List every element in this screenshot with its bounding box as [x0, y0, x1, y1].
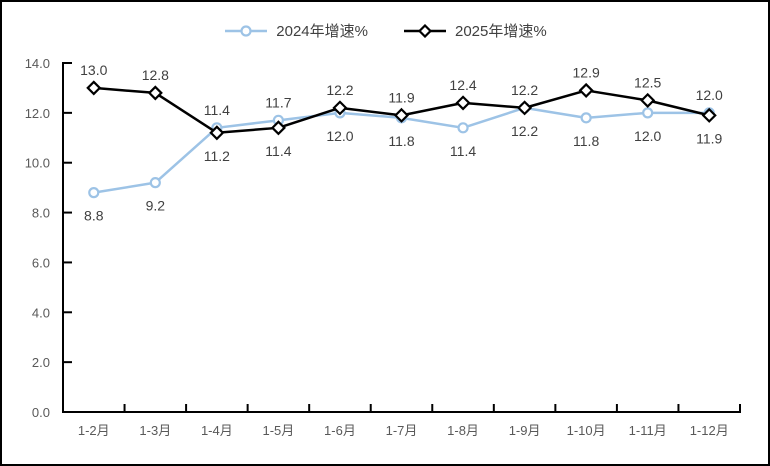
x-axis-category-label: 1-9月 — [509, 423, 541, 438]
data-point-marker-diamond — [701, 107, 717, 123]
y-axis-tick-label: 14.0 — [25, 56, 50, 71]
y-axis-tick-label: 4.0 — [32, 305, 50, 320]
legend-label-2025: 2025年增速% — [455, 23, 547, 40]
data-point-marker-diamond — [393, 107, 410, 123]
y-axis-tick-label: 10.0 — [25, 156, 50, 171]
x-axis-category-label: 1-6月 — [324, 423, 356, 438]
x-axis-category-label: 1-11月 — [629, 423, 667, 438]
data-label: 9.2 — [146, 198, 166, 214]
y-axis-tick-label: 0.0 — [32, 405, 50, 420]
x-axis-category-label: 1-10月 — [567, 423, 606, 438]
data-label: 12.0 — [696, 87, 723, 103]
data-point-marker-circle — [580, 112, 592, 124]
data-point-marker-diamond — [209, 125, 225, 141]
data-point-marker-diamond — [332, 100, 348, 116]
data-label: 12.5 — [634, 74, 661, 90]
data-label: 11.4 — [265, 143, 291, 159]
x-axis-category-label: 1-2月 — [78, 423, 110, 438]
data-point-marker-circle — [642, 107, 654, 119]
legend-label-2024: 2024年增速% — [276, 23, 368, 40]
data-label: 11.8 — [573, 133, 599, 149]
data-label: 12.2 — [326, 82, 353, 98]
data-label: 11.4 — [450, 143, 476, 159]
x-axis-category-label: 1-5月 — [263, 423, 295, 438]
data-label: 12.9 — [573, 64, 600, 80]
y-axis-tick-label: 8.0 — [32, 206, 50, 221]
data-label: 11.8 — [388, 133, 414, 149]
data-label: 11.9 — [696, 130, 722, 146]
y-axis-tick-label: 12.0 — [25, 106, 50, 121]
data-label: 12.0 — [634, 128, 661, 144]
legend-line-circle-icon — [225, 24, 268, 37]
data-point-marker-circle — [457, 122, 469, 134]
data-point-marker-diamond — [270, 120, 286, 136]
x-axis-category-label: 1-12月 — [690, 423, 729, 438]
data-label: 12.2 — [511, 123, 538, 139]
x-axis-category-label: 1-8月 — [447, 423, 479, 438]
data-point-marker-diamond — [86, 80, 102, 96]
data-point-marker-circle — [149, 177, 161, 189]
x-axis-category-label: 1-7月 — [386, 423, 418, 438]
data-label: 11.9 — [388, 89, 414, 105]
data-point-marker-circle — [88, 187, 100, 199]
legend-item-2024: 2024年增速% — [223, 20, 368, 41]
data-label: 11.2 — [204, 148, 230, 164]
data-point-marker-diamond — [147, 85, 163, 101]
y-axis-tick-label: 6.0 — [32, 255, 50, 270]
data-label: 8.8 — [84, 208, 104, 224]
data-label: 12.0 — [326, 128, 353, 144]
data-label: 12.4 — [449, 77, 476, 93]
data-label: 13.0 — [80, 62, 107, 78]
data-point-marker-diamond — [455, 95, 471, 111]
data-point-marker-diamond — [640, 92, 656, 108]
chart-legend: 2024年增速% 2025年增速% — [2, 20, 768, 41]
legend-line-diamond-icon — [404, 23, 446, 38]
legend-item-2025: 2025年增速% — [402, 20, 547, 41]
data-label: 12.2 — [511, 82, 538, 98]
data-label: 12.8 — [142, 67, 169, 83]
data-label: 11.4 — [204, 102, 230, 118]
y-axis-tick-label: 2.0 — [32, 355, 50, 370]
x-axis-category-label: 1-4月 — [201, 423, 233, 438]
data-point-marker-diamond — [517, 100, 533, 116]
x-axis-category-label: 1-3月 — [139, 423, 171, 438]
data-label: 11.7 — [265, 94, 291, 110]
data-point-marker-diamond — [578, 82, 594, 98]
